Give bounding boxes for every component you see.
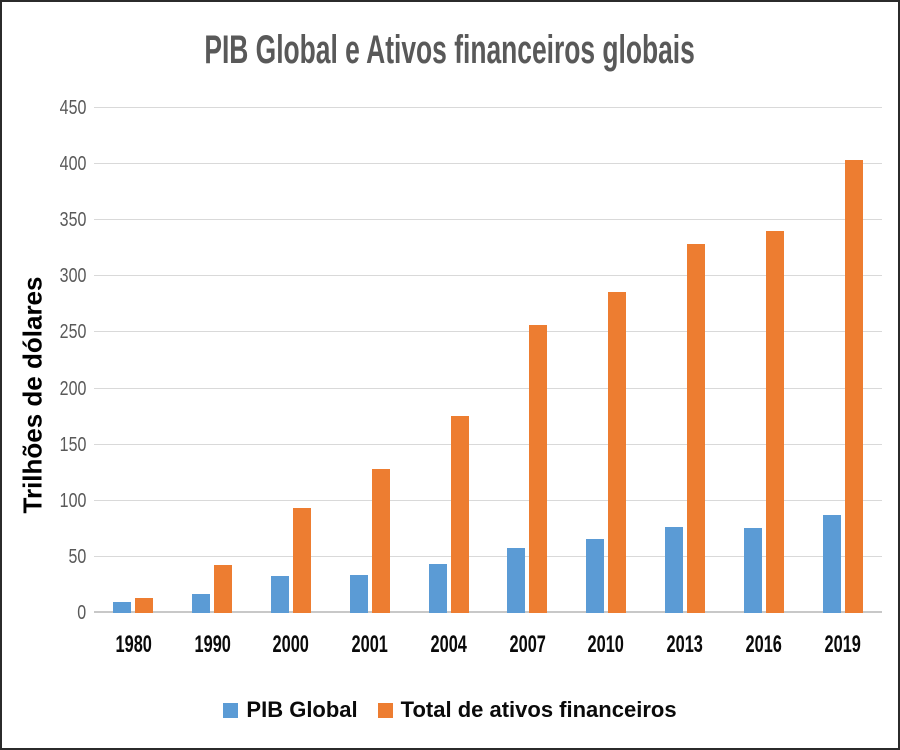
x-tick-text-2001: 2001 bbox=[351, 631, 388, 658]
gridline-0 bbox=[94, 611, 882, 613]
gridline-300 bbox=[94, 275, 882, 277]
bar-group-2007 bbox=[488, 108, 567, 613]
y-tick-label-200: 200 bbox=[59, 377, 86, 400]
legend: PIB Global Total de ativos financeiros bbox=[2, 692, 898, 728]
x-tick-label-1990: 1990 bbox=[173, 631, 252, 659]
y-tick-label-50: 50 bbox=[68, 545, 86, 568]
x-tick-text-2013: 2013 bbox=[666, 631, 704, 658]
gridline-150 bbox=[94, 443, 882, 445]
bar-total-de-ativos-financeiros-1980 bbox=[135, 598, 154, 613]
x-tick-text-2010: 2010 bbox=[588, 631, 625, 658]
bar-pib-global-1980 bbox=[113, 601, 132, 613]
bar-group-2004 bbox=[409, 108, 488, 613]
x-tick-label-2013: 2013 bbox=[646, 631, 725, 659]
x-tick-label-1980: 1980 bbox=[94, 631, 173, 659]
y-tick-label-400: 400 bbox=[59, 153, 86, 176]
y-axis-tick-labels: 0 50 100 150 200 250 300 350 400 450 bbox=[28, 98, 86, 623]
bar-total-de-ativos-financeiros-2010 bbox=[608, 292, 627, 613]
bar-total-de-ativos-financeiros-2007 bbox=[529, 324, 548, 613]
bar-pib-global-2007 bbox=[507, 547, 526, 613]
bar-group-1980 bbox=[94, 108, 173, 613]
bar-total-de-ativos-financeiros-2001 bbox=[371, 469, 390, 613]
chart-title: PIB Global e Ativos financeiros globais bbox=[2, 28, 898, 73]
y-tick-label-150: 150 bbox=[59, 433, 86, 456]
bar-pib-global-2004 bbox=[428, 563, 447, 613]
bar-total-de-ativos-financeiros-2000 bbox=[292, 507, 311, 613]
bar-total-de-ativos-financeiros-1990 bbox=[214, 564, 233, 613]
gridline-50 bbox=[94, 555, 882, 557]
gridline-350 bbox=[94, 219, 882, 221]
x-tick-text-2016: 2016 bbox=[745, 631, 782, 658]
legend-item-total-ativos: Total de ativos financeiros bbox=[377, 697, 677, 723]
legend-label-pib-global: PIB Global bbox=[246, 697, 358, 722]
y-tick-label-250: 250 bbox=[59, 321, 86, 344]
bar-pib-global-2013 bbox=[664, 526, 683, 613]
y-tick-label-300: 300 bbox=[59, 265, 86, 288]
x-tick-text-1990: 1990 bbox=[194, 631, 231, 658]
bar-pib-global-2019 bbox=[822, 515, 841, 613]
x-tick-text-2004: 2004 bbox=[430, 631, 467, 658]
x-tick-label-2007: 2007 bbox=[488, 631, 567, 659]
bar-group-2001 bbox=[330, 108, 409, 613]
bar-group-2013 bbox=[646, 108, 725, 613]
bar-groups bbox=[94, 108, 882, 613]
x-axis-tick-labels: 1980 1990 2000 2001 2004 2007 2010 2013 2016 2019 bbox=[94, 626, 882, 664]
plot-area bbox=[94, 107, 882, 613]
x-tick-label-2010: 2010 bbox=[567, 631, 646, 659]
bar-total-de-ativos-financeiros-2013 bbox=[686, 243, 705, 613]
bar-group-2019 bbox=[803, 108, 882, 613]
bar-pib-global-1990 bbox=[192, 593, 211, 613]
chart-title-text: PIB Global e Ativos financeiros globais bbox=[204, 28, 696, 72]
bar-pib-global-2000 bbox=[270, 575, 289, 613]
bar-group-2016 bbox=[724, 108, 803, 613]
gridline-400 bbox=[94, 163, 882, 165]
legend-swatch-blue-icon bbox=[223, 702, 239, 718]
bar-total-de-ativos-financeiros-2004 bbox=[450, 415, 469, 613]
y-tick-label-0: 0 bbox=[77, 602, 86, 624]
gridline-100 bbox=[94, 499, 882, 501]
bar-group-2010 bbox=[567, 108, 646, 613]
x-tick-text-2000: 2000 bbox=[272, 631, 310, 658]
bar-pib-global-2016 bbox=[743, 527, 762, 613]
x-tick-text-2007: 2007 bbox=[509, 631, 546, 658]
x-tick-label-2016: 2016 bbox=[724, 631, 803, 659]
y-tick-label-450: 450 bbox=[59, 97, 86, 119]
x-tick-text-1980: 1980 bbox=[115, 631, 152, 658]
x-tick-text-2019: 2019 bbox=[824, 631, 861, 658]
bar-group-2000 bbox=[252, 108, 331, 613]
legend-item-pib-global: PIB Global bbox=[223, 697, 358, 723]
bar-pib-global-2010 bbox=[586, 538, 605, 613]
bar-pib-global-2001 bbox=[349, 574, 368, 613]
x-tick-label-2019: 2019 bbox=[803, 631, 882, 659]
legend-swatch-orange-icon bbox=[377, 702, 393, 718]
y-tick-label-100: 100 bbox=[59, 489, 86, 512]
x-tick-label-2000: 2000 bbox=[252, 631, 331, 659]
gridline-250 bbox=[94, 331, 882, 333]
bar-group-1990 bbox=[173, 108, 252, 613]
x-tick-label-2001: 2001 bbox=[330, 631, 409, 659]
gridline-200 bbox=[94, 387, 882, 389]
legend-label-total-ativos: Total de ativos financeiros bbox=[400, 697, 677, 722]
bar-total-de-ativos-financeiros-2016 bbox=[765, 231, 784, 613]
bar-total-de-ativos-financeiros-2019 bbox=[844, 159, 863, 613]
gridline-450 bbox=[94, 107, 882, 108]
y-tick-label-350: 350 bbox=[59, 209, 86, 232]
x-tick-label-2004: 2004 bbox=[409, 631, 488, 659]
